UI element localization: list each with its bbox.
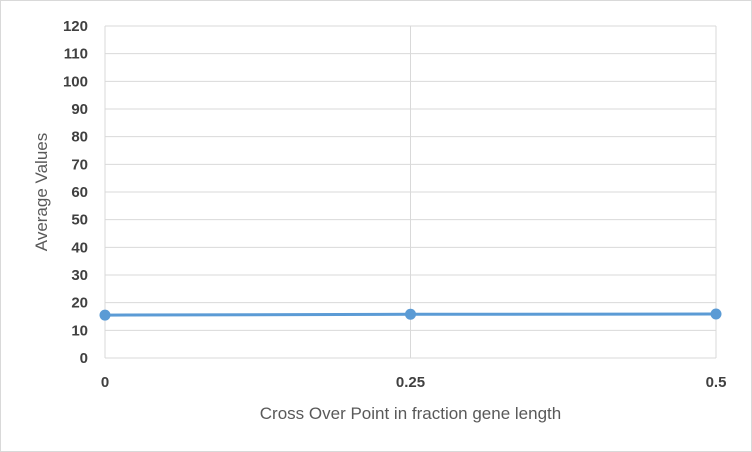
x-tick-label: 0: [101, 374, 109, 391]
y-axis-title: Average Values: [32, 133, 51, 251]
y-tick-label: 120: [63, 18, 88, 35]
y-tick-label: 70: [71, 156, 88, 173]
y-tick-label: 30: [71, 267, 88, 284]
x-tick-label: 0.5: [706, 374, 727, 391]
y-tick-label: 60: [71, 184, 88, 201]
y-tick-label: 20: [71, 295, 88, 312]
y-tick-labels: 0 10 20 30 40 50 60 70 80 90 100 110 120: [63, 18, 88, 367]
x-tick-label: 0.25: [396, 374, 425, 391]
y-tick-label: 110: [64, 46, 88, 63]
series-layer: [99, 308, 722, 321]
y-tick-label: 90: [71, 101, 88, 118]
x-tick-labels: 0 0.25 0.5: [101, 374, 727, 391]
data-point: [710, 308, 722, 320]
y-tick-label: 40: [71, 239, 88, 256]
y-tick-label: 10: [71, 322, 88, 339]
y-tick-label: 0: [80, 350, 88, 367]
data-point: [99, 309, 111, 321]
grid-lines: [104, 25, 717, 359]
data-point: [405, 308, 416, 320]
y-tick-label: 100: [63, 73, 88, 90]
x-axis-title: Cross Over Point in fraction gene length: [260, 404, 561, 423]
y-tick-label: 80: [71, 129, 88, 146]
y-tick-label: 50: [71, 212, 88, 229]
